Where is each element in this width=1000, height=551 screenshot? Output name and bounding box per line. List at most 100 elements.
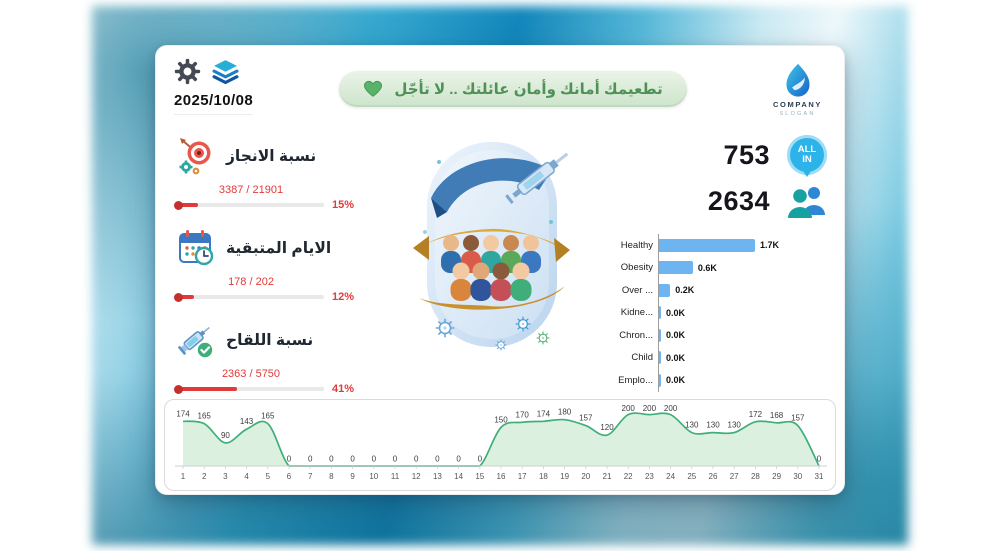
bar-value-label: 0.0K — [666, 375, 686, 386]
svg-text:200: 200 — [664, 404, 678, 413]
bar-value-label: 1.7K — [760, 240, 780, 251]
stat2-value: 2634 — [707, 185, 770, 216]
svg-text:22: 22 — [624, 472, 633, 481]
bar-row[interactable]: Healthy 1.7K — [610, 234, 830, 257]
svg-text:165: 165 — [198, 412, 212, 421]
crowd-front-row — [450, 262, 531, 301]
logo-name: COMPANY — [773, 100, 822, 109]
kpi-value: 178 / 202 — [228, 276, 274, 288]
virus-icon — [494, 339, 507, 351]
kpi-fill — [176, 295, 194, 299]
virus-icon — [435, 318, 454, 338]
svg-text:19: 19 — [560, 472, 569, 481]
bar-category-label: Healthy — [620, 239, 653, 251]
bar-value-label: 0.2K — [675, 285, 695, 296]
card-body: نسبة الانجاز 3387 / 21901 15% — [156, 116, 844, 395]
vaccination-illustration-svg — [412, 142, 570, 351]
kpi-label: نسبة اللقاح — [226, 331, 314, 349]
svg-text:0: 0 — [817, 455, 822, 464]
svg-text:0: 0 — [287, 455, 292, 464]
syringe-check-icon — [177, 326, 214, 359]
svg-text:200: 200 — [622, 404, 636, 413]
bar-row[interactable]: Emplo... 0.0K — [610, 369, 830, 392]
svg-text:130: 130 — [728, 421, 742, 430]
stat-row-2[interactable]: 2634 — [610, 178, 830, 224]
dashboard-card: 2025/10/08 تطعيمك أمانك وأمان عائلتك .. … — [155, 45, 845, 495]
category-bar-chart[interactable]: Healthy 1.7K Obesity 0.6K Over ... 0.2K Kidne.… — [610, 234, 830, 392]
kpi-progress-track — [174, 200, 324, 210]
svg-text:7: 7 — [308, 472, 313, 481]
svg-text:18: 18 — [539, 472, 548, 481]
kpi-fill — [176, 203, 199, 207]
bar-row[interactable]: Obesity 0.6K — [610, 256, 830, 279]
virus-icon — [514, 316, 531, 332]
bar[interactable] — [659, 238, 755, 252]
svg-text:200: 200 — [643, 404, 657, 413]
svg-text:21: 21 — [603, 472, 612, 481]
kpi-progress-track — [174, 292, 324, 302]
bar-category-label: Emplo... — [618, 374, 653, 386]
bar[interactable] — [659, 351, 661, 365]
bar-row[interactable]: Kidne... 0.0K — [610, 301, 830, 324]
settings-gear-icon[interactable] — [174, 58, 201, 85]
svg-text:157: 157 — [579, 414, 593, 423]
bar-category-label: Kidne... — [620, 307, 653, 319]
svg-text:120: 120 — [600, 423, 614, 432]
vaccination-illustration — [372, 122, 610, 394]
kpi-column: نسبة الانجاز 3387 / 21901 15% — [174, 122, 372, 395]
svg-text:10: 10 — [369, 472, 378, 481]
svg-text:17: 17 — [518, 472, 527, 481]
bar-value-label: 0.0K — [666, 352, 686, 363]
svg-text:31: 31 — [815, 472, 824, 481]
daily-trend-chart[interactable]: 1 174 2 165 3 90 4 143 5 165 6 0 7 0 8 0 9 0 10 0 11 0 12 0 13 0 1… — [164, 399, 836, 491]
kpi-fill — [176, 387, 237, 391]
svg-text:27: 27 — [730, 472, 739, 481]
bar-value-label: 0.0K — [666, 307, 686, 318]
svg-text:9: 9 — [350, 472, 355, 481]
kpi-percent: 12% — [332, 291, 355, 303]
svg-text:90: 90 — [221, 431, 230, 440]
logo-flame-icon — [786, 63, 810, 97]
daily-trend-svg: 1174216539041435165607080901001101201301… — [175, 404, 827, 481]
svg-text:150: 150 — [494, 415, 508, 424]
svg-text:174: 174 — [537, 409, 551, 418]
stat-row-1[interactable]: 753 ALL IN — [610, 132, 830, 178]
svg-text:143: 143 — [240, 417, 254, 426]
bar-value-label: 0.6K — [697, 262, 717, 273]
calendar-clock-icon — [179, 230, 214, 266]
svg-text:6: 6 — [287, 472, 292, 481]
svg-text:29: 29 — [772, 472, 781, 481]
bar[interactable] — [659, 283, 671, 297]
svg-text:24: 24 — [666, 472, 675, 481]
svg-text:180: 180 — [558, 408, 572, 417]
svg-text:14: 14 — [454, 472, 463, 481]
svg-text:0: 0 — [456, 455, 461, 464]
bar-category-label: Obesity — [620, 262, 653, 274]
svg-text:0: 0 — [329, 455, 334, 464]
kpi-percent: 15% — [332, 199, 355, 211]
layers-icon[interactable] — [212, 58, 239, 85]
bar-row[interactable]: Over ... 0.2K — [610, 279, 830, 302]
syringe-graphic — [504, 152, 568, 204]
bar-row[interactable]: Chron... 0.0K — [610, 324, 830, 347]
svg-text:25: 25 — [687, 472, 696, 481]
svg-text:12: 12 — [412, 472, 421, 481]
virus-icon — [535, 331, 550, 345]
svg-text:0: 0 — [308, 455, 313, 464]
bar-row[interactable]: Child 0.0K — [610, 346, 830, 369]
kpi-percent: 41% — [332, 383, 355, 395]
banner-text: تطعيمك أمانك وأمان عائلتك .. لا تأجّل — [394, 81, 663, 98]
svg-text:157: 157 — [791, 414, 805, 423]
svg-text:130: 130 — [706, 421, 720, 430]
card-footer: 1 174 2 165 3 90 4 143 5 165 6 0 7 0 8 0 9 0 10 0 11 0 12 0 13 0 1… — [156, 394, 844, 499]
bar[interactable] — [659, 306, 661, 320]
bar[interactable] — [659, 373, 661, 387]
svg-text:28: 28 — [751, 472, 760, 481]
bar[interactable] — [659, 261, 693, 275]
stat1-value: 753 — [723, 139, 770, 170]
bar[interactable] — [659, 328, 661, 342]
svg-text:0: 0 — [393, 455, 398, 464]
svg-text:26: 26 — [709, 472, 718, 481]
svg-text:5: 5 — [266, 472, 271, 481]
